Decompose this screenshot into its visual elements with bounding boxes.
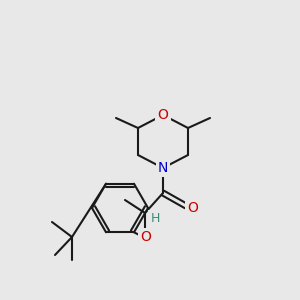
Text: H: H	[150, 212, 160, 224]
Text: O: O	[188, 201, 198, 215]
Text: O: O	[141, 230, 152, 244]
Text: O: O	[158, 108, 168, 122]
Text: N: N	[158, 161, 168, 175]
